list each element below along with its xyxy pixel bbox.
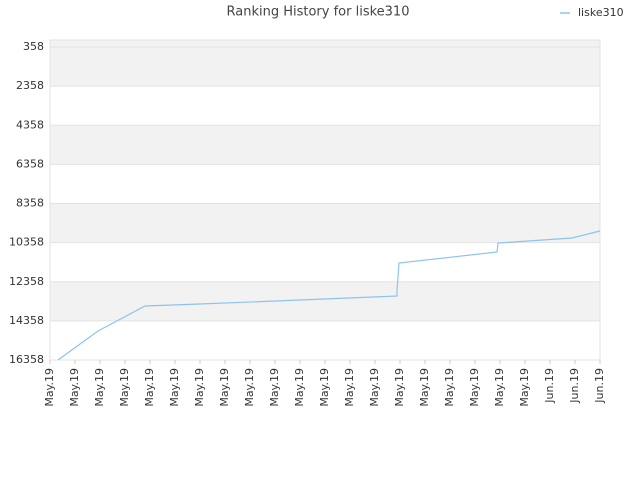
x-tick-label: Jun.19 bbox=[568, 368, 581, 404]
band bbox=[50, 47, 600, 87]
band bbox=[50, 40, 600, 48]
x-tick-label: Jun.19 bbox=[543, 368, 556, 404]
x-tick-label: May.19 bbox=[468, 368, 481, 407]
y-tick-label: 14358 bbox=[9, 314, 44, 327]
y-tick-label: 358 bbox=[23, 40, 44, 53]
line bbox=[57, 230, 601, 361]
x-tick-label: May.19 bbox=[218, 368, 231, 407]
y-tick-label: 6358 bbox=[16, 157, 44, 170]
y-tick-label: 16358 bbox=[9, 353, 44, 366]
y-tick-label: 4358 bbox=[16, 118, 44, 131]
x-tick-label: May.19 bbox=[418, 368, 431, 407]
x-tick-label: May.19 bbox=[293, 368, 306, 407]
y-tick-label: 8358 bbox=[16, 197, 44, 210]
y-tick-label: 2358 bbox=[16, 79, 44, 92]
y-tick-label: 10358 bbox=[9, 236, 44, 249]
band bbox=[50, 203, 600, 243]
x-tick-label: May.19 bbox=[243, 368, 256, 407]
chart-title: Ranking History for liske310 bbox=[227, 5, 410, 20]
x-tick-label: May.19 bbox=[168, 368, 181, 407]
x-tick-label: May.19 bbox=[518, 368, 531, 407]
x-tick-label: May.19 bbox=[93, 368, 106, 407]
y-tick-label: 12358 bbox=[9, 275, 44, 288]
x-tick-label: May.19 bbox=[68, 368, 81, 407]
x-tick-label: May.19 bbox=[393, 368, 406, 407]
x-tick-label: May.19 bbox=[368, 368, 381, 407]
x-tick-label: May.19 bbox=[118, 368, 131, 407]
x-tick-label: May.19 bbox=[493, 368, 506, 407]
band bbox=[50, 281, 600, 321]
x-tick-label: May.19 bbox=[318, 368, 331, 407]
band bbox=[50, 125, 600, 165]
x-tick-label: May.19 bbox=[193, 368, 206, 407]
x-tick-label: May.19 bbox=[143, 368, 156, 407]
x-tick-label: May.19 bbox=[443, 368, 456, 407]
legend-label: liske310 bbox=[578, 6, 624, 19]
x-tick-label: May.19 bbox=[343, 368, 356, 407]
x-tick-label: May.19 bbox=[268, 368, 281, 407]
x-tick-label: Jun.19 bbox=[593, 368, 606, 404]
x-tick-label: May.19 bbox=[43, 368, 56, 407]
